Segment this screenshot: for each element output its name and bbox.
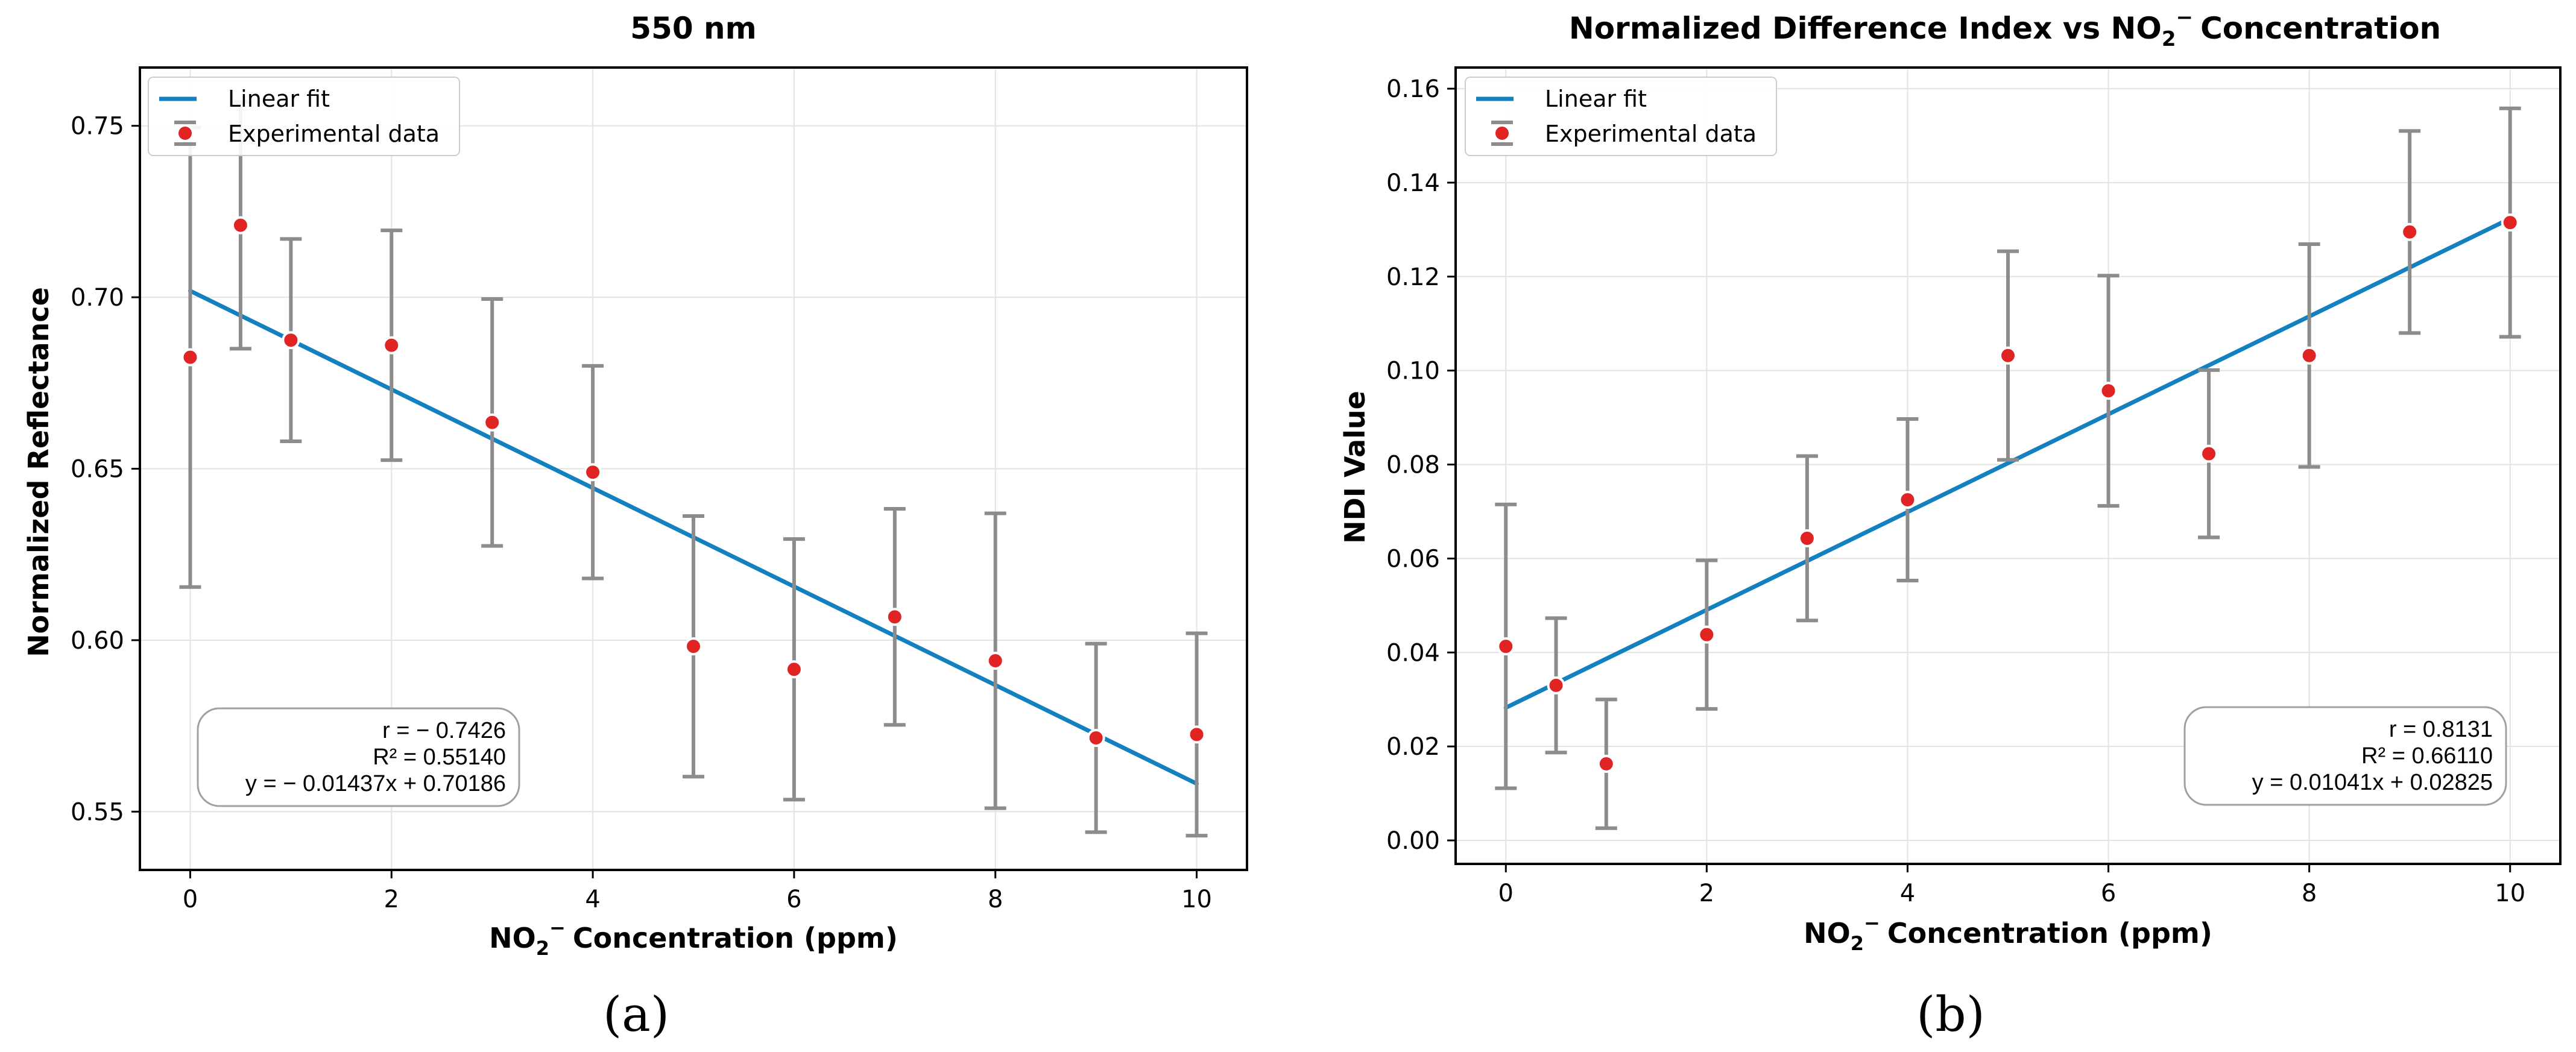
y-tick-label: 0.65 <box>71 456 124 483</box>
legend-label-data-a: Experimental data <box>228 121 440 147</box>
legend-a: Linear fit Experimental data <box>148 77 460 156</box>
y-tick-label: 0.14 <box>1386 169 1440 197</box>
data-point <box>181 348 200 367</box>
data-point <box>1547 676 1565 695</box>
panel-label-a: (a) <box>603 986 669 1042</box>
data-point <box>231 216 250 235</box>
stats-equation-a: y = − 0.01437x + 0.70186 <box>245 771 506 796</box>
data-point <box>483 413 502 432</box>
x-axis-label-a: NO2− Concentration (ppm) <box>489 916 898 960</box>
y-tick-label: 0.16 <box>1386 75 1440 103</box>
chart-b: 0 2 4 6 8 10 0.00 0.02 0.04 0.06 0.08 0.10 0.12 0.14 0… <box>1339 5 2562 1042</box>
x-tick-label: 10 <box>2495 880 2525 907</box>
y-tick-label: 0.06 <box>1386 545 1440 573</box>
y-tick-label: 0.75 <box>71 113 124 140</box>
legend-box-a <box>148 77 460 156</box>
data-point <box>1798 529 1816 547</box>
x-tick-label: 10 <box>1181 886 1212 913</box>
data-point <box>382 336 401 354</box>
stats-box-a <box>197 707 520 807</box>
y-tick-label: 0.00 <box>1386 827 1440 855</box>
legend-swatch-data-a <box>174 121 196 146</box>
points-b <box>1497 213 2519 773</box>
y-tick-label: 0.55 <box>71 798 124 826</box>
data-point <box>2501 213 2519 232</box>
x-tick-label: 0 <box>1498 880 1514 907</box>
legend-box-b <box>1465 77 1777 156</box>
chart-a: 0 2 4 6 8 10 0.55 0.60 0.65 0.70 0.75 550 nm NO2− C… <box>22 11 1248 1042</box>
x-tick-label: 8 <box>988 886 1003 913</box>
x-tick-label: 0 <box>183 886 198 913</box>
x-tick-label: 4 <box>1900 880 1915 907</box>
y-tick-label: 0.02 <box>1386 733 1440 761</box>
plot-frame-b <box>1454 66 2562 865</box>
data-point <box>282 331 300 350</box>
data-point <box>885 608 904 626</box>
data-point <box>2200 444 2218 463</box>
x-tick-label: 2 <box>384 886 399 913</box>
y-tick-label: 0.04 <box>1386 639 1440 667</box>
panel-label-b: (b) <box>1916 986 1985 1042</box>
x-tick-label: 6 <box>786 886 801 913</box>
x-tick-label: 4 <box>585 886 600 913</box>
stats-r-b: r = 0.8131 <box>2389 717 2493 742</box>
stats-r-a: r = − 0.7426 <box>382 718 506 743</box>
y-tick-label: 0.08 <box>1386 452 1440 479</box>
stats-box-b <box>2183 706 2507 806</box>
y-axis-label-b: NDI Value <box>1339 391 1371 544</box>
legend-label-fit-a: Linear fit <box>228 86 330 112</box>
data-point <box>986 652 1005 670</box>
y-axis-label-a: Normalized Reflectance <box>22 287 55 657</box>
data-point <box>2300 346 2319 365</box>
legend-swatch-data-b <box>1491 121 1513 146</box>
points-a <box>181 216 1206 748</box>
chart-title-a: 550 nm <box>630 11 756 46</box>
fit-line-b-group <box>1503 216 2513 710</box>
chart-title-b: Normalized Difference Index vs NO2− Conce… <box>1569 5 2441 51</box>
x-tick-label: 8 <box>2302 880 2317 907</box>
data-point <box>784 660 803 679</box>
legend-label-data-b: Experimental data <box>1545 121 1757 147</box>
data-point <box>1187 725 1206 744</box>
data-point <box>2099 382 2118 400</box>
y-tick-label: 0.60 <box>71 627 124 655</box>
data-point <box>1697 625 1716 644</box>
data-point <box>1999 346 2017 365</box>
y-tick-label: 0.10 <box>1386 357 1440 385</box>
data-point <box>1497 637 1515 656</box>
stats-r2-a: R² = 0.55140 <box>373 745 506 770</box>
data-point <box>1597 754 1615 773</box>
stats-annotation-b: r = 0.8131 R² = 0.66110 y = 0.01041x + 0… <box>2183 706 2507 806</box>
x-axis-label-b: NO2− Concentration (ppm) <box>1804 912 2212 955</box>
data-point <box>684 637 702 656</box>
stats-annotation-a: r = − 0.7426 R² = 0.55140 y = − 0.01437x… <box>197 707 520 807</box>
x-tick-label: 6 <box>2101 880 2116 907</box>
ticks-a: 0 2 4 6 8 10 0.55 0.60 0.65 0.70 0.75 <box>71 113 1212 913</box>
y-tick-label: 0.70 <box>71 284 124 312</box>
data-point <box>584 463 602 482</box>
legend-label-fit-b: Linear fit <box>1545 86 1647 112</box>
stats-r2-b: R² = 0.66110 <box>2361 743 2493 769</box>
y-tick-label: 0.12 <box>1386 263 1440 291</box>
legend-b: Linear fit Experimental data <box>1465 77 1777 156</box>
fit-line-b <box>1503 216 2513 710</box>
stats-equation-b: y = 0.01041x + 0.02825 <box>2252 770 2493 795</box>
data-point <box>1087 729 1105 748</box>
data-point <box>1898 491 1917 509</box>
data-point <box>2401 222 2419 241</box>
x-tick-label: 2 <box>1699 880 1714 907</box>
ticks-b: 0 2 4 6 8 10 0.00 0.02 0.04 0.06 0.08 0.10 0.12 0.14 0… <box>1386 75 2525 907</box>
